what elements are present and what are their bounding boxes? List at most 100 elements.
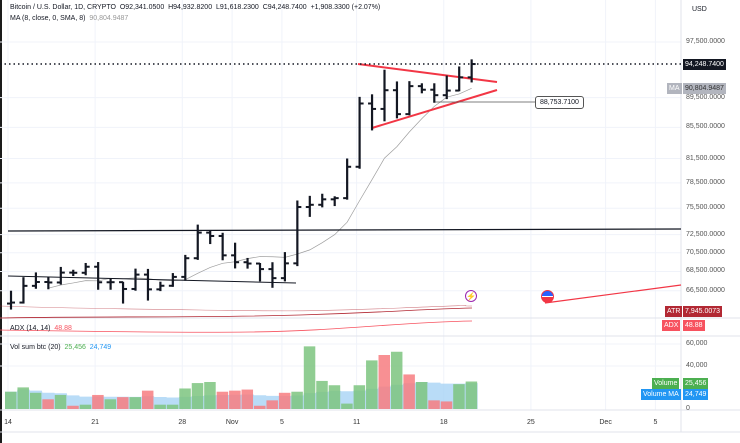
price-axis-label: 78,500.0000 — [686, 178, 725, 186]
currency-label[interactable]: USD — [692, 6, 707, 13]
open-value: O92,341.0500 — [119, 4, 165, 11]
lightning-event-icon[interactable]: ⚡ — [465, 290, 477, 302]
symbol-legend: Bitcoin / U.S. Dollar, 1D, CRYPTO O92,34… — [10, 4, 380, 11]
change-value: +1,908.3300 (+2.07%) — [310, 4, 381, 11]
adx-label: ADX (14, 14) — [10, 325, 51, 332]
volume-bar — [154, 404, 166, 409]
atr-tag-label: ATR — [665, 306, 683, 317]
volume-bar — [179, 388, 191, 409]
price-axis-label: 81,500.0000 — [686, 154, 725, 162]
volume-bar — [341, 403, 353, 409]
volume-bar — [278, 392, 291, 409]
volume-bar — [415, 382, 428, 409]
date-axis-label: Dec — [599, 419, 612, 426]
low-value: L91,618.2300 — [215, 4, 259, 11]
volume-bar — [191, 383, 204, 409]
volume-bar — [54, 394, 67, 409]
atr-line-secondary — [0, 305, 473, 312]
date-axis-label: Nov — [225, 419, 239, 426]
volume-bar — [141, 390, 154, 409]
price-axis-label: 66,500.0000 — [686, 286, 725, 294]
volume-bar — [440, 401, 453, 409]
volume-axis-label: 0 — [686, 405, 690, 412]
volume-ma-tag: 24,749 — [683, 389, 709, 400]
date-axis-label: 11 — [352, 419, 361, 426]
price-axis-label: 70,500.0000 — [686, 248, 725, 256]
volume-bar — [353, 385, 366, 409]
volume-bar — [229, 390, 241, 409]
volume-value: 25,456 — [64, 344, 86, 351]
volume-bar — [5, 391, 17, 409]
volume-bar — [266, 400, 278, 409]
volume-bar — [328, 385, 341, 409]
date-axis-label: 18 — [439, 419, 448, 426]
volume-tag-label: Volume — [652, 378, 680, 389]
volume-bar — [104, 399, 117, 409]
adx-legend[interactable]: ADX (14, 14) 48.88 — [10, 325, 72, 332]
ma-label: MA (8, close, 0, SMA, 8) — [10, 15, 86, 22]
date-axis-label: 25 — [526, 419, 535, 426]
high-value: H94,932.8200 — [168, 4, 213, 11]
volume-bar — [291, 391, 303, 409]
triangle-lower-trendline — [371, 89, 498, 129]
horizontal-resistance-line — [7, 228, 682, 232]
close-value: C94,248.7400 — [262, 4, 307, 11]
volume-bar — [390, 351, 403, 409]
adx-value: 48.88 — [54, 325, 72, 332]
volume-bar — [117, 397, 129, 409]
ma-tag-label: MA — [667, 83, 682, 94]
us-flag-event-icon[interactable] — [541, 290, 554, 303]
volume-bar — [204, 382, 216, 409]
volume-bar — [403, 374, 415, 409]
volume-ma-value: 24,749 — [89, 344, 112, 351]
date-axis-label: 28 — [178, 419, 187, 426]
volume-bar — [254, 405, 266, 409]
volume-bar — [67, 405, 79, 409]
date-axis-label: 5 — [279, 419, 284, 426]
support-trendline — [7, 275, 297, 284]
adx-tag: 48.88 — [683, 320, 705, 331]
volume-bar — [303, 346, 316, 409]
volume-bar — [216, 391, 229, 409]
last-price-tag: 94,248.7400 — [683, 59, 726, 70]
volume-legend[interactable]: Vol sum btc (20) 25,456 24,749 — [10, 344, 111, 351]
volume-label: Vol sum btc (20) — [10, 344, 61, 351]
volume-bar — [366, 360, 378, 409]
volume-bar — [241, 389, 254, 409]
volume-bar — [453, 384, 465, 409]
price-axis-label: 72,500.0000 — [686, 230, 725, 238]
volume-bar — [79, 404, 92, 409]
ma-value: 90,804.9487 — [89, 15, 129, 22]
volume-ma-tag-label: Volume MA — [641, 389, 681, 400]
ma-legend[interactable]: MA (8, close, 0, SMA, 8) 90,804.9487 — [10, 15, 128, 22]
volume-tag: 25,456 — [683, 378, 709, 389]
volume-bar — [465, 381, 478, 409]
atr-line — [0, 307, 473, 319]
triangle-upper-trendline — [357, 63, 498, 83]
date-axis-label: 14 — [4, 419, 12, 426]
volume-axis-label: 40,000 — [686, 362, 708, 369]
window-border — [0, 0, 2, 443]
price-callout[interactable]: 88,753.7100 — [535, 96, 584, 109]
symbol-name: Bitcoin / U.S. Dollar, 1D, CRYPTO — [10, 4, 116, 11]
ma-line — [48, 87, 472, 289]
volume-axis-label: 60,000 — [686, 340, 708, 347]
volume-bar — [42, 399, 54, 409]
date-axis-label: 5 — [653, 419, 658, 426]
volume-bar — [92, 394, 104, 409]
date-axis-label: 21 — [91, 419, 100, 426]
price-axis-label: 68,500.0000 — [686, 267, 725, 275]
volume-bar — [29, 392, 42, 409]
adx-tag-label: ADX — [662, 320, 681, 331]
volume-bar — [316, 380, 328, 409]
price-axis-label: 85,500.0000 — [686, 123, 725, 131]
volume-bar — [129, 397, 141, 409]
volume-bar — [378, 355, 390, 409]
volume-bar — [428, 400, 440, 409]
price-axis-label: 89,500.0000 — [686, 93, 725, 101]
atr-tag: 7,945.0073 — [683, 306, 723, 317]
price-axis-label: 75,500.0000 — [686, 204, 725, 212]
volume-bar — [17, 387, 29, 409]
ma-price-tag: 90,804.9487 — [683, 83, 726, 94]
